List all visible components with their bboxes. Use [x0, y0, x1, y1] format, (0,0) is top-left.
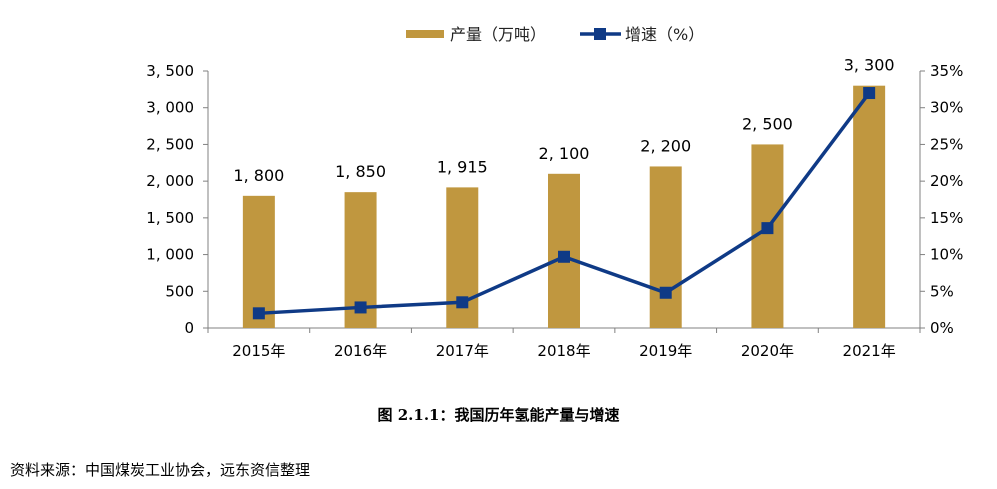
- legend-label-bar: 产量（万吨）: [450, 25, 546, 44]
- growth-marker: [354, 301, 367, 314]
- bar-data-label: 1, 915: [437, 157, 488, 176]
- x-tick-label: 2020年: [741, 342, 794, 360]
- bar-data-label: 1, 850: [335, 162, 386, 181]
- x-tick-label: 2017年: [436, 342, 489, 360]
- growth-marker: [761, 222, 774, 235]
- bar-data-label: 2, 100: [539, 144, 590, 163]
- legend-swatch-bar: [406, 30, 444, 38]
- right-tick-label: 30%: [930, 99, 963, 117]
- growth-marker: [659, 286, 672, 299]
- bar: [242, 195, 275, 328]
- growth-marker: [252, 307, 265, 320]
- bar: [853, 85, 886, 328]
- legend-label-line: 增速（%）: [625, 25, 704, 44]
- right-tick-label: 20%: [930, 172, 963, 190]
- growth-marker: [863, 87, 876, 100]
- x-tick-label: 2018年: [537, 342, 590, 360]
- right-tick-label: 15%: [930, 209, 963, 227]
- bar: [649, 166, 682, 328]
- x-tick-label: 2021年: [843, 342, 896, 360]
- bar-line-chart: 0 500 1, 000 1, 500 2, 000 2, 500 3, 000 3, 500…: [146, 25, 963, 360]
- right-tick-label: 5%: [930, 282, 954, 300]
- left-tick-label: 2, 000: [146, 172, 194, 190]
- figure-caption: 图 2.1.1：我国历年氢能产量与增速: [377, 406, 620, 424]
- legend-marker: [594, 28, 606, 40]
- bar-data-label: 2, 500: [742, 114, 793, 133]
- bar-data-label: 2, 200: [640, 136, 691, 155]
- right-tick-label: 25%: [930, 135, 963, 153]
- right-tick-label: 10%: [930, 246, 963, 264]
- x-tick-label: 2015年: [232, 342, 285, 360]
- left-tick-label: 3, 500: [146, 62, 194, 80]
- left-tick-label: 0: [184, 319, 194, 337]
- growth-marker: [456, 296, 469, 309]
- left-tick-label: 2, 500: [146, 135, 194, 153]
- bar-data-label: 1, 800: [233, 166, 284, 185]
- growth-marker: [558, 250, 570, 263]
- bar-data-label: 3, 300: [844, 56, 895, 75]
- left-tick-label: 500: [165, 282, 194, 300]
- left-tick-label: 3, 000: [146, 99, 194, 117]
- left-tick-label: 1, 000: [146, 246, 194, 264]
- left-tick-label: 1, 500: [146, 209, 194, 227]
- right-tick-label: 0%: [930, 319, 954, 337]
- source-note: 资料来源：中国煤炭工业协会，远东资信整理: [10, 461, 311, 479]
- x-tick-label: 2019年: [639, 342, 692, 360]
- x-tick-label: 2016年: [334, 342, 387, 360]
- right-tick-label: 35%: [930, 62, 963, 80]
